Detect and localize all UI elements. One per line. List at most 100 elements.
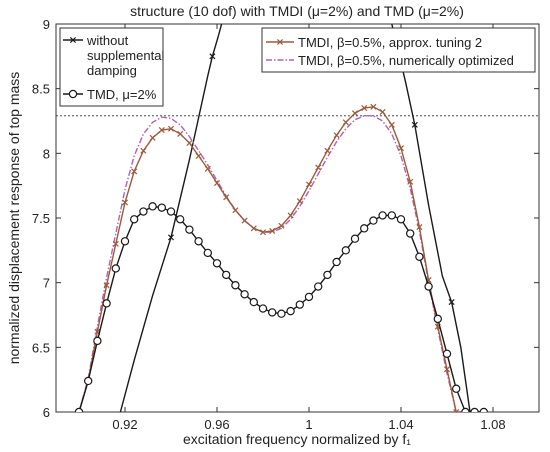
- series-line: [78, 106, 484, 412]
- circle-marker: [203, 248, 212, 258]
- x-marker: [287, 212, 294, 219]
- circle-marker: [68, 89, 78, 99]
- circle-marker: [479, 407, 488, 412]
- x-marker: [149, 134, 156, 141]
- series-tmd: [74, 202, 488, 412]
- x-marker: [213, 180, 221, 187]
- circle-marker: [369, 216, 378, 225]
- x-marker: [167, 234, 175, 241]
- circle-marker: [277, 309, 286, 318]
- x-marker: [269, 227, 276, 234]
- y-tick-label: 9: [43, 17, 50, 32]
- circle-marker: [111, 264, 121, 273]
- x-marker: [195, 152, 202, 159]
- x-marker: [361, 105, 368, 112]
- x-marker: [131, 168, 138, 175]
- circle-marker: [166, 207, 176, 216]
- x-marker: [259, 229, 267, 236]
- x-marker: [158, 127, 165, 134]
- chart-title: structure (10 dof) with TMDI (μ=2%) and …: [130, 3, 464, 19]
- circle-marker: [129, 215, 139, 224]
- circle-marker: [139, 207, 148, 216]
- x-marker: [177, 130, 184, 137]
- circle-marker: [415, 252, 424, 261]
- series-line: [119, 24, 223, 412]
- x-marker: [388, 121, 395, 128]
- x-marker: [379, 108, 386, 115]
- circle-marker: [323, 270, 332, 280]
- circle-marker: [332, 257, 341, 267]
- x-marker: [351, 110, 359, 117]
- legend-label: damping: [87, 63, 137, 78]
- x-marker: [411, 121, 418, 128]
- circle-marker: [286, 306, 295, 316]
- circle-marker: [341, 246, 350, 255]
- legend-right-box: [261, 27, 536, 73]
- circle-marker: [249, 297, 258, 307]
- circle-marker: [360, 224, 369, 233]
- x-marker: [250, 225, 257, 232]
- x-marker: [121, 199, 129, 206]
- x-marker: [223, 194, 230, 201]
- legend-left-box: [59, 27, 164, 107]
- x-marker: [370, 103, 377, 110]
- series-tmdi-approx: [75, 103, 487, 412]
- y-tick-label: 8: [43, 146, 50, 161]
- circle-marker: [194, 237, 203, 246]
- circle-marker: [442, 349, 452, 358]
- x-marker: [112, 240, 119, 247]
- y-axis-label: normalized displacement response of top …: [6, 72, 22, 365]
- x-marker: [140, 147, 147, 154]
- x-marker: [407, 178, 414, 185]
- series-tmdi-optimized: [78, 115, 466, 412]
- series-line: [78, 115, 466, 412]
- x-marker: [315, 164, 322, 171]
- circle-marker: [93, 336, 102, 346]
- circle-marker: [470, 407, 479, 412]
- x-marker: [453, 408, 460, 412]
- x-marker: [324, 147, 331, 154]
- circle-marker: [314, 282, 323, 291]
- x-marker: [209, 53, 216, 60]
- circle-marker: [74, 407, 84, 412]
- x-tick-label: 1.04: [388, 417, 413, 432]
- circle-marker: [120, 237, 130, 246]
- circle-marker: [258, 304, 268, 313]
- x-tick-label: 0.92: [112, 417, 137, 432]
- series-line: [78, 205, 484, 412]
- circle-marker: [240, 290, 249, 299]
- circle-marker: [148, 202, 157, 211]
- legend-label: TMD, μ=2%: [87, 87, 157, 102]
- circle-marker: [350, 234, 360, 243]
- x-marker: [69, 36, 77, 44]
- circle-marker: [102, 299, 111, 308]
- legend-label: TMDI, β=0.5%, numerically optimized: [298, 53, 514, 68]
- circle-marker: [304, 292, 314, 302]
- legend-label: supplemental: [87, 48, 164, 63]
- series-group: [74, 24, 488, 412]
- x-marker: [443, 366, 451, 373]
- x-marker: [241, 217, 248, 224]
- x-marker: [167, 125, 175, 132]
- x-marker: [278, 222, 285, 229]
- x-marker: [342, 119, 349, 126]
- circle-marker: [396, 215, 406, 224]
- y-tick-label: 7.5: [32, 211, 50, 226]
- x-marker: [397, 145, 405, 152]
- circle-marker: [424, 282, 433, 291]
- x-marker: [276, 38, 284, 46]
- circle-marker: [295, 300, 304, 309]
- circle-marker: [175, 215, 185, 224]
- x-tick-label: 0.96: [204, 417, 229, 432]
- y-tick-label: 7: [43, 276, 50, 291]
- x-marker: [416, 224, 423, 231]
- legend-label: without: [86, 33, 129, 48]
- y-tick-label: 6: [43, 405, 50, 420]
- y-tick-label: 8.5: [32, 82, 50, 97]
- circle-marker: [231, 281, 240, 290]
- circle-marker: [406, 229, 415, 238]
- legend-label: TMDI, β=0.5%, approx. tuning 2: [298, 35, 482, 50]
- x-marker: [204, 165, 211, 172]
- x-marker: [296, 198, 303, 205]
